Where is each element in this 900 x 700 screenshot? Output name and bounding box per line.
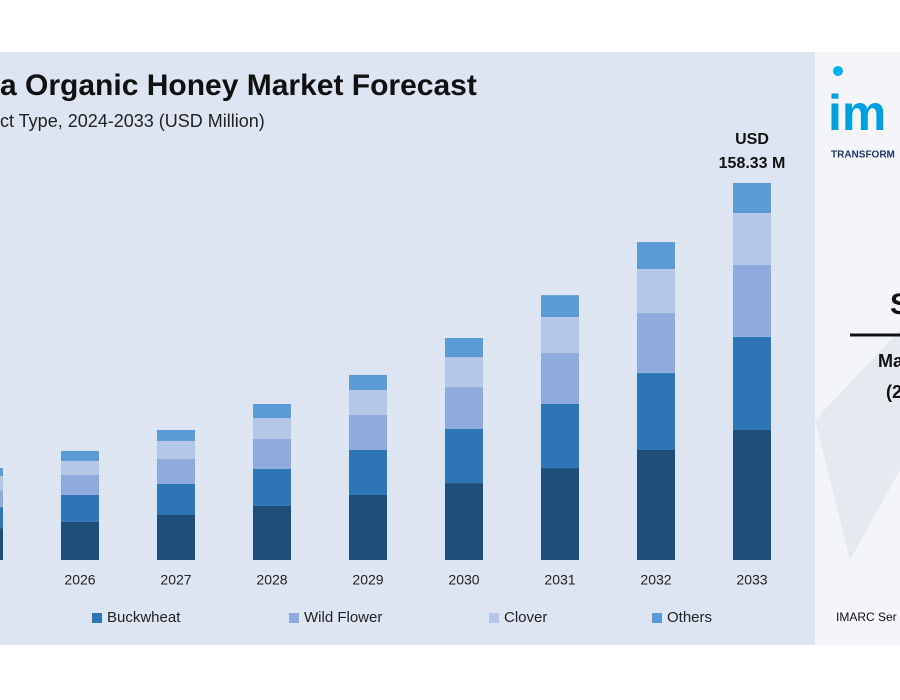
bar-segment <box>733 336 771 430</box>
bar-segment <box>733 429 771 560</box>
x-tick-label: 2033 <box>736 572 767 588</box>
side-figure: S <box>890 288 900 321</box>
legend-label: Clover <box>504 609 547 626</box>
bar-segment <box>541 317 579 354</box>
bar-segment <box>445 483 483 560</box>
bar-segment <box>349 414 387 450</box>
bar-segment <box>541 353 579 405</box>
bar-segment <box>349 494 387 560</box>
bar-segment <box>61 474 99 495</box>
bar-segment <box>637 268 675 314</box>
chart-panel <box>0 52 815 645</box>
bar-segment <box>253 439 291 470</box>
legend-swatch <box>92 613 102 623</box>
legend-label: Others <box>667 609 712 626</box>
bar-segment <box>253 418 291 440</box>
legend-label: Buckwheat <box>107 609 181 626</box>
bar-segment <box>157 440 195 460</box>
bar-segment <box>61 460 99 475</box>
bar-segment <box>637 449 675 560</box>
chart-subtitle: ct Type, 2024-2033 (USD Million) <box>0 111 265 131</box>
legend-swatch <box>489 613 499 623</box>
bar-segment <box>0 490 3 508</box>
bar-segment <box>0 507 3 529</box>
x-tick-label: 2029 <box>352 572 383 588</box>
bar-segment <box>637 313 675 374</box>
bar-segment <box>445 357 483 388</box>
bar-segment <box>157 429 195 441</box>
bar-segment <box>637 242 675 269</box>
bar-segment <box>733 183 771 214</box>
annotation: USD <box>735 131 769 148</box>
bar-segment <box>733 264 771 337</box>
x-tick-label: 2027 <box>160 572 191 588</box>
x-tick-label: 2026 <box>64 572 95 588</box>
logo: im <box>828 85 886 141</box>
bar-segment <box>0 468 3 477</box>
bar-segment <box>349 389 387 415</box>
chart-title: a Organic Honey Market Forecast <box>0 69 477 102</box>
bar-segment <box>0 528 3 560</box>
side-decor <box>815 330 900 560</box>
legend-label: Wild Flower <box>304 609 382 626</box>
annotation: 158.33 M <box>719 155 786 172</box>
bar-segment <box>157 484 195 515</box>
legend-swatch <box>652 613 662 623</box>
x-tick-label: 2028 <box>256 572 287 588</box>
bar-segment <box>253 505 291 560</box>
side-text: (2 <box>886 382 900 402</box>
side-text: Ma <box>878 351 900 371</box>
x-tick-label: 2030 <box>448 572 479 588</box>
bar-segment <box>61 450 99 461</box>
x-tick-label: 2032 <box>640 572 671 588</box>
bar-segment <box>445 387 483 430</box>
logo-dot <box>833 66 843 76</box>
bar-segment <box>349 449 387 495</box>
bar-segment <box>253 469 291 506</box>
bar-segment <box>637 373 675 450</box>
side-footer: IMARC Ser <box>836 610 897 624</box>
bar-segment <box>253 404 291 419</box>
x-tick-label: 2031 <box>544 572 575 588</box>
legend-swatch <box>289 613 299 623</box>
tagline: TRANSFORM <box>831 150 895 161</box>
bar-segment <box>445 429 483 484</box>
bar-segment <box>541 404 579 469</box>
bar-segment <box>157 514 195 560</box>
bar-segment <box>733 213 771 265</box>
bar-segment <box>61 521 99 560</box>
bar-segment <box>541 468 579 560</box>
bar-segment <box>541 295 579 318</box>
bar-segment <box>61 494 99 522</box>
bar-segment <box>157 459 195 485</box>
bar-segment <box>0 476 3 491</box>
bar-segment <box>349 374 387 390</box>
bar-segment <box>445 338 483 358</box>
